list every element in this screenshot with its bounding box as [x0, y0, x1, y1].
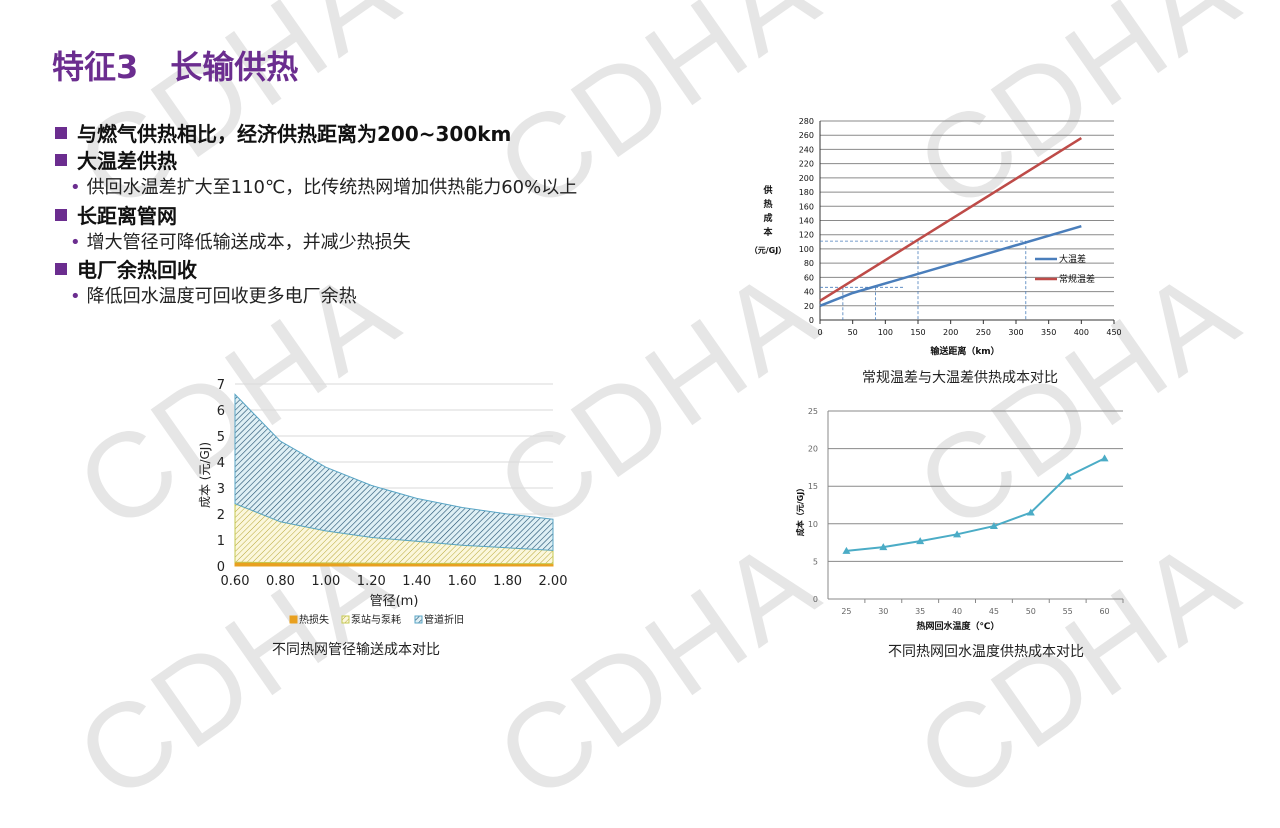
y-tick-label: 7 — [217, 378, 225, 393]
y-tick-label: 3 — [217, 482, 225, 497]
y-tick-label: 20 — [804, 302, 814, 311]
legend-label: 热损失 — [299, 613, 329, 626]
y-tick-label: 20 — [808, 445, 818, 454]
x-tick-label: 50 — [1026, 607, 1036, 616]
legend-label: 常规温差 — [1059, 273, 1095, 285]
bullet: 电厂余热回收 — [55, 254, 197, 283]
x-tick-label: 30 — [878, 607, 888, 616]
y-axis-title: 供 — [762, 184, 772, 196]
legend-swatch — [414, 615, 423, 624]
y-tick-label: 0 — [813, 595, 818, 604]
data-point-marker — [842, 546, 851, 554]
x-tick-label: 0.60 — [221, 574, 250, 589]
charts: 0204060801001201401601802002202402602800… — [198, 117, 1124, 632]
series-line-大温差 — [819, 224, 1082, 307]
y-tick-label: 220 — [799, 160, 814, 169]
y-tick-label: 180 — [799, 188, 814, 197]
legend-label: 泵站与泵耗 — [351, 613, 401, 626]
y-axis-title: 成本 (元/GJ) — [198, 442, 212, 508]
y-tick-label: 6 — [217, 404, 225, 419]
y-tick-label: 120 — [799, 231, 814, 240]
x-tick-label: 400 — [1074, 328, 1089, 337]
x-tick-label: 100 — [878, 328, 893, 337]
x-axis-title: 管径(m) — [370, 594, 419, 609]
x-tick-label: 350 — [1041, 328, 1056, 337]
x-axis-title: 输送距离（km） — [930, 345, 999, 357]
legend-swatch — [341, 615, 350, 624]
x-tick-label: 250 — [976, 328, 991, 337]
x-tick-label: 1.00 — [311, 574, 340, 589]
x-tick-label: 40 — [952, 607, 962, 616]
x-tick-label: 2.00 — [539, 574, 568, 589]
data-point-marker — [916, 537, 925, 545]
sub-bullet: • 降低回水温度可回收更多电厂余热 — [70, 286, 357, 307]
x-tick-label: 50 — [848, 328, 858, 337]
data-point-marker — [1100, 454, 1109, 462]
x-tick-label: 1.20 — [357, 574, 386, 589]
series-line-常规温差 — [819, 136, 1082, 302]
y-tick-label: 260 — [799, 131, 814, 140]
series-line — [846, 457, 1106, 552]
x-tick-label: 1.60 — [448, 574, 477, 589]
legend-label: 管道折旧 — [424, 613, 464, 626]
data-point-marker — [989, 522, 998, 530]
x-tick-label: 55 — [1063, 607, 1073, 616]
data-point-marker — [1063, 472, 1072, 480]
x-tick-label: 25 — [841, 607, 851, 616]
y-tick-label: 2 — [217, 508, 225, 523]
chart1-caption: 常规温差与大温差供热成本对比 — [862, 370, 1058, 386]
y-axis-title: （元/GJ） — [750, 245, 786, 255]
sub-bullet: • 增大管径可降低输送成本，并减少热损失 — [70, 232, 411, 253]
x-tick-label: 1.80 — [493, 574, 522, 589]
data-point-marker — [1026, 508, 1035, 516]
legend-label: 大温差 — [1059, 253, 1086, 265]
x-tick-label: 45 — [989, 607, 999, 616]
y-tick-label: 5 — [217, 430, 225, 445]
x-tick-label: 0.80 — [266, 574, 295, 589]
y-tick-label: 15 — [808, 482, 818, 491]
chart3-caption: 不同热网回水温度供热成本对比 — [888, 644, 1084, 660]
y-tick-label: 25 — [808, 407, 818, 416]
y-tick-label: 5 — [813, 557, 818, 566]
x-tick-label: 200 — [943, 328, 958, 337]
x-tick-label: 60 — [1099, 607, 1109, 616]
y-tick-label: 200 — [799, 174, 814, 183]
y-axis-title: 成本（元/GJ） — [795, 484, 805, 536]
chart2-caption: 不同热网管径输送成本对比 — [272, 642, 440, 658]
y-tick-label: 240 — [799, 145, 814, 154]
data-point-marker — [953, 530, 962, 538]
bullet: 大温差供热 — [55, 145, 177, 174]
x-tick-label: 0 — [817, 328, 822, 337]
x-tick-label: 1.40 — [402, 574, 431, 589]
data-point-marker — [879, 543, 888, 551]
x-axis-title: 热网回水温度（℃） — [917, 620, 1000, 632]
y-tick-label: 60 — [804, 273, 814, 282]
y-tick-label: 4 — [217, 456, 225, 471]
y-tick-label: 0 — [217, 560, 225, 575]
y-axis-title: 本 — [763, 226, 773, 238]
y-tick-label: 0 — [809, 316, 814, 325]
bullet: 与燃气供热相比，经济供热距离为200~300km — [55, 118, 511, 147]
sub-bullet: • 供回水温差扩大至110℃，比传统热网增加供热能力60%以上 — [70, 177, 578, 198]
y-tick-label: 100 — [799, 245, 814, 254]
bullet: 长距离管网 — [55, 200, 177, 229]
x-tick-label: 300 — [1008, 328, 1023, 337]
y-tick-label: 280 — [799, 117, 814, 126]
y-tick-label: 160 — [799, 202, 814, 211]
y-tick-label: 40 — [804, 288, 814, 297]
x-tick-label: 150 — [910, 328, 925, 337]
y-tick-label: 10 — [808, 520, 818, 529]
legend-swatch — [289, 615, 298, 624]
y-axis-title: 成 — [763, 212, 772, 224]
y-tick-label: 140 — [799, 217, 814, 226]
area-管道折旧 — [234, 393, 554, 551]
y-tick-label: 1 — [217, 534, 225, 549]
y-tick-label: 80 — [804, 259, 814, 268]
x-tick-label: 450 — [1106, 328, 1121, 337]
page-title: 特征3 长输供热 — [52, 48, 299, 86]
x-tick-label: 35 — [915, 607, 925, 616]
y-axis-title: 热 — [763, 198, 772, 210]
